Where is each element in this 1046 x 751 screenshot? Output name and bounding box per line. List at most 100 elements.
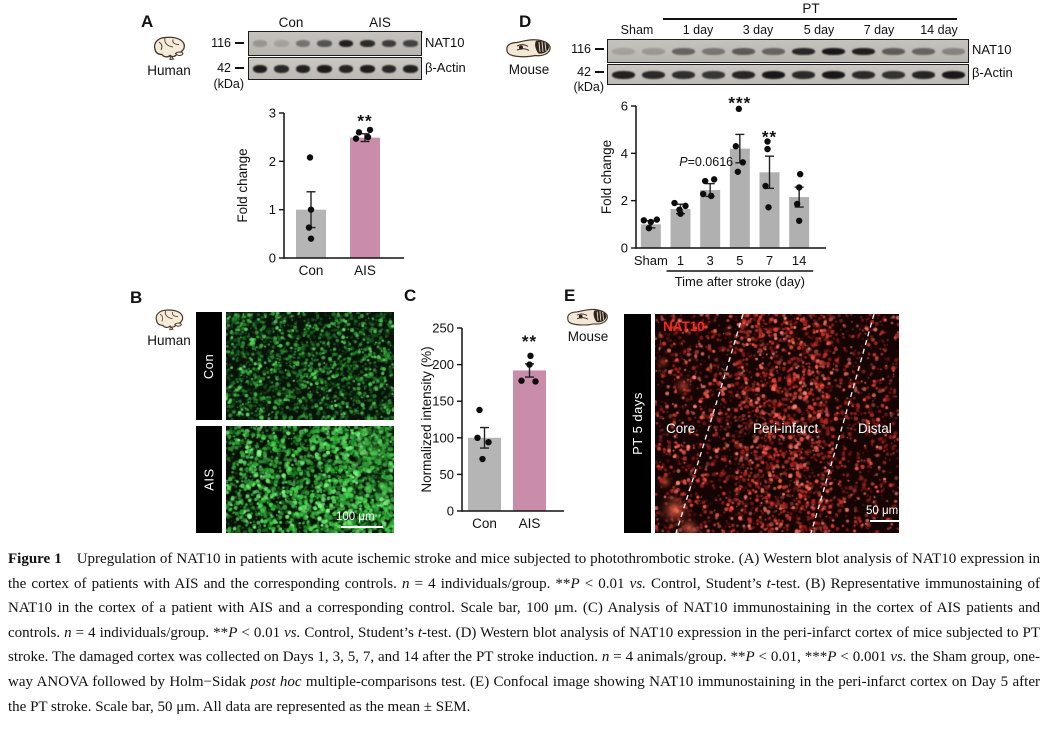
svg-text:2: 2	[621, 193, 628, 208]
blot-a-actin-strip	[248, 57, 422, 80]
svg-text:Time after stroke (day): Time after stroke (day)	[675, 274, 805, 289]
caption-segment: Control, Student’s	[645, 575, 767, 592]
caption-segment: Upregulation of NAT10 in patients with a…	[8, 551, 1041, 592]
blot-d-pt-bracket-label: PT	[802, 1, 820, 16]
caption-segment: < 0.01	[237, 624, 285, 641]
svg-text:0: 0	[447, 504, 454, 519]
caption-segment: n	[401, 575, 410, 592]
caption-segment: -test. (D) Western blot analysis of NAT1…	[8, 624, 1040, 666]
caption-segment: = 4 animals/group. **	[609, 649, 746, 666]
blot-band	[821, 47, 845, 55]
region-label-peri-infarct: Peri-infarct	[753, 421, 819, 436]
blot-band	[611, 70, 635, 79]
blot-band	[701, 70, 725, 79]
immunostain-image-con	[226, 312, 394, 420]
blot-d-group-5day: 5 day	[795, 23, 843, 40]
blot-band	[274, 40, 289, 47]
svg-text:4: 4	[621, 146, 628, 161]
blot-band	[701, 47, 725, 55]
blot-band	[941, 47, 965, 55]
figure-caption: Figure 1 Upregulation of NAT10 in patien…	[8, 547, 1040, 719]
blot-d-group-3day: 3 day	[734, 23, 782, 40]
panel-d-species-label: Mouse	[508, 62, 550, 77]
blot-band	[252, 40, 267, 47]
caption-segment: n	[601, 649, 610, 666]
blot-band	[881, 47, 905, 55]
blot-band	[338, 64, 353, 73]
panel-d-label: D	[519, 12, 532, 31]
immunostain-image-ais	[226, 426, 394, 533]
panel-e-species-label: Mouse	[567, 329, 609, 344]
blot-band	[381, 64, 396, 73]
caption-segment: -test. (B) Representative immunostaining…	[8, 575, 1040, 641]
blot-d-kda-unit: (kDa)	[573, 80, 604, 94]
caption-segment: = 4 individuals/group. **	[409, 575, 571, 592]
blot-a-marker-116: 116	[198, 36, 244, 50]
svg-text:Sham: Sham	[634, 253, 668, 268]
blot-band	[911, 47, 935, 55]
chart-svg: 0 50 100 150 200 250 Normalized intensity (%) *…	[419, 321, 564, 531]
svg-text:***: ***	[728, 96, 751, 112]
blot-d-group-14day: 14 day	[913, 23, 965, 40]
blot-band	[731, 70, 755, 79]
svg-text:**: **	[357, 112, 372, 131]
blot-band	[761, 47, 785, 55]
human-brain-icon	[155, 309, 184, 331]
blot-band	[671, 70, 695, 79]
caption-segment: < 0.01, ***	[754, 649, 828, 666]
svg-text:0: 0	[269, 251, 276, 266]
panel-e-stain-label: NAT10	[663, 319, 705, 334]
mouse-brain-icon	[506, 39, 551, 58]
chart-svg: 0 1 2 3 Fold change ** Con AIS	[235, 106, 404, 278]
svg-text:5: 5	[736, 253, 743, 268]
panel-a-label: A	[141, 12, 154, 31]
svg-text:6: 6	[621, 99, 628, 114]
blot-band	[791, 70, 815, 79]
svg-text:150: 150	[432, 394, 454, 409]
caption-segment: post hoc	[250, 673, 302, 690]
panel-b-con-side-label: Con	[196, 312, 222, 420]
blot-d-actin-strip	[607, 64, 969, 85]
svg-text:7: 7	[766, 253, 773, 268]
svg-text:Con: Con	[472, 516, 497, 531]
blot-a-protein-actin: β-Actin	[425, 60, 466, 75]
bar-chart-c: 0 50 100 150 200 250 Normalized intensity (%) *…	[418, 298, 600, 538]
blot-d-marker-42: 42	[560, 65, 604, 79]
caption-segment: vs.	[890, 649, 907, 666]
svg-text:14: 14	[792, 253, 806, 268]
caption-segment: t	[766, 575, 771, 592]
panel-c-label: C	[404, 286, 417, 305]
panel-e-label: E	[564, 286, 576, 305]
caption-segment: P	[570, 575, 580, 592]
caption-segment: vs.	[284, 624, 301, 641]
svg-text:Con: Con	[299, 263, 324, 278]
blot-band	[403, 64, 418, 73]
region-label-distal: Distal	[858, 421, 892, 436]
svg-text:2: 2	[269, 154, 276, 169]
caption-segment: Control, Student’s	[300, 624, 418, 641]
blot-d-group-1day: 1 day	[674, 23, 722, 40]
svg-text:100: 100	[432, 430, 454, 445]
blot-d-marker-116: 116	[560, 42, 604, 56]
blot-d-group-7day: 7 day	[855, 23, 903, 40]
blot-band	[611, 47, 635, 55]
blot-d-protein-actin: β-Actin	[972, 65, 1013, 80]
blot-band	[360, 40, 375, 47]
panel-b-label: B	[130, 288, 143, 307]
svg-text:250: 250	[432, 321, 454, 336]
blot-a-nat10-strip	[248, 31, 422, 56]
svg-text:**: **	[522, 332, 537, 351]
svg-text:P=0.0616: P=0.0616	[679, 155, 733, 169]
caption-segment: < 0.01	[579, 575, 630, 592]
svg-text:Normalized intensity (%): Normalized intensity (%)	[419, 346, 434, 492]
blot-band	[360, 64, 375, 73]
svg-text:3: 3	[269, 106, 276, 121]
blot-band	[911, 70, 935, 79]
caption-segment: = 4 individuals/group. **	[71, 624, 229, 641]
blot-band	[851, 70, 875, 79]
blot-band	[761, 70, 785, 79]
blot-band	[881, 70, 905, 79]
blot-band	[671, 47, 695, 55]
